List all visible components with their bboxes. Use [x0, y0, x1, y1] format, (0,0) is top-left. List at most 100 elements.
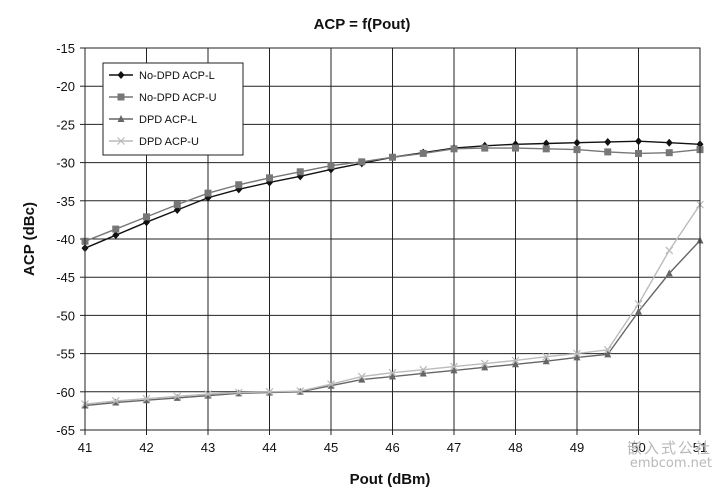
y-axis-ticks: -15 -20 -25 -30 -35 -40 -45 -50 -55 -60 -65	[56, 41, 85, 438]
data-point	[204, 391, 212, 399]
data-point	[635, 307, 642, 315]
data-point	[389, 372, 396, 380]
x-axis-label: Pout (dBm)	[350, 471, 431, 488]
data-point	[665, 138, 673, 147]
data-point	[357, 372, 366, 381]
data-point	[296, 168, 304, 176]
legend: No-DPD ACP-L No-DPD ACP-U DPD ACP-L DPD ACP…	[102, 62, 244, 156]
y-tick-label: -65	[56, 423, 75, 438]
data-point	[542, 145, 550, 153]
y-tick-label: -25	[56, 117, 75, 132]
legend-marker	[117, 93, 125, 101]
data-point	[542, 357, 550, 365]
data-point	[481, 363, 489, 371]
legend-marker	[117, 137, 125, 145]
data-point	[143, 396, 150, 404]
data-point	[419, 369, 427, 377]
legend-label: No-DPD ACP-L	[139, 70, 215, 82]
data-point	[603, 345, 612, 354]
plot-frame	[84, 47, 701, 431]
legend-item-1: No-DPD ACP-L	[109, 70, 215, 82]
data-point	[419, 149, 427, 157]
y-tick-label: -60	[56, 385, 75, 400]
marker-stroke	[234, 388, 243, 397]
marker-stroke	[480, 359, 489, 368]
x-tick-label: 49	[570, 440, 584, 455]
y-tick-label: -55	[56, 347, 75, 362]
data-point	[481, 144, 489, 152]
legend-item-4: DPD ACP-U	[109, 136, 199, 148]
data-point	[296, 387, 305, 395]
marker-stroke	[542, 352, 551, 361]
data-point	[450, 145, 458, 153]
x-tick-label: 45	[324, 440, 338, 455]
marker-stroke	[573, 349, 581, 358]
data-point	[173, 393, 181, 401]
y-tick-label: -30	[56, 156, 75, 171]
series-2	[81, 144, 704, 245]
data-point	[265, 387, 274, 396]
data-point	[450, 366, 458, 374]
marker-stroke	[388, 368, 397, 377]
data-point	[235, 181, 243, 189]
x-tick-label: 47	[447, 440, 461, 455]
marker-stroke	[204, 390, 212, 399]
marker-stroke	[117, 137, 125, 145]
data-point	[604, 350, 612, 358]
data-point	[634, 300, 643, 308]
marker-stroke	[450, 362, 458, 371]
data-point	[173, 201, 181, 209]
data-point	[266, 174, 273, 182]
data-point	[512, 144, 519, 152]
watermark-line2: embcom.net	[629, 456, 712, 472]
data-point	[665, 246, 674, 255]
data-point	[604, 137, 612, 146]
y-tick-label: -45	[56, 270, 75, 285]
series-4	[81, 200, 704, 408]
marker-stroke	[296, 387, 305, 395]
data-point	[573, 138, 581, 147]
marker-stroke	[173, 392, 182, 401]
data-point	[450, 362, 458, 371]
x-axis-ticks: 41 42 43 44 45 46 47 48 49 50 51	[78, 430, 707, 455]
data-point	[112, 231, 120, 240]
y-tick-label: -40	[56, 232, 75, 247]
data-point	[112, 225, 120, 233]
y-tick-label: -20	[56, 79, 75, 94]
chart-title: ACP = f(Pout)	[314, 16, 411, 33]
data-point	[542, 352, 551, 361]
legend-marker	[117, 115, 125, 122]
data-point	[112, 398, 120, 406]
data-point	[204, 189, 212, 197]
data-point	[665, 269, 673, 277]
legend-item-3: DPD ACP-L	[109, 114, 197, 126]
data-point	[204, 390, 212, 399]
data-point	[111, 397, 120, 405]
data-point	[327, 381, 335, 389]
data-point	[234, 388, 243, 397]
data-point	[327, 162, 335, 170]
watermark: 嵌入式公社 embcom.net	[626, 439, 712, 472]
data-point	[665, 149, 673, 157]
x-tick-label: 41	[78, 440, 92, 455]
data-point	[573, 146, 581, 154]
legend-item-2: No-DPD ACP-U	[109, 92, 217, 104]
data-point	[573, 349, 581, 358]
data-point	[142, 394, 151, 403]
marker-stroke	[327, 380, 335, 389]
y-tick-label: -15	[56, 41, 75, 56]
data-point	[388, 368, 397, 377]
marker-stroke	[357, 372, 366, 381]
data-series	[81, 137, 704, 409]
marker-stroke	[142, 394, 151, 403]
data-point	[512, 360, 519, 368]
data-point	[573, 353, 581, 361]
marker-stroke	[511, 356, 520, 365]
data-point	[358, 375, 366, 383]
legend-label: DPD ACP-U	[139, 136, 199, 148]
marker-stroke	[419, 365, 428, 374]
watermark-line1: 嵌入式公社	[626, 439, 712, 457]
data-point	[389, 153, 396, 161]
legend-box	[102, 62, 244, 156]
